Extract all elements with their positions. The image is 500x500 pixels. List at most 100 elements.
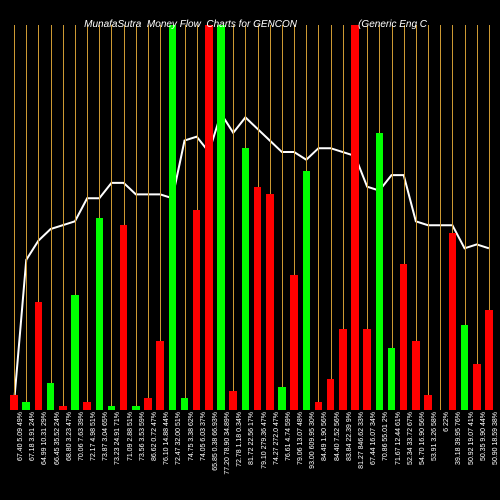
- chart-title: MunafaSutra Money Flow Charts for GENCON…: [0, 8, 500, 41]
- bar: [363, 329, 371, 410]
- gridline: [87, 25, 88, 410]
- bar: [424, 395, 432, 410]
- gridline: [185, 25, 186, 410]
- x-axis-label: 73.23 24.91 71%: [114, 412, 121, 465]
- bar: [144, 398, 152, 410]
- bar: [266, 194, 274, 410]
- x-axis-label: 72.78 1.18 0.34%: [236, 412, 243, 467]
- x-axis-label: 52.34 33.72 67%: [407, 412, 414, 465]
- bar: [10, 395, 18, 410]
- gridline: [440, 25, 441, 410]
- bar: [35, 302, 43, 410]
- bar: [83, 402, 91, 410]
- bar: [229, 391, 237, 410]
- x-axis-label: 76.61 4.74 59%: [285, 412, 292, 461]
- x-axis-label: 64.99 10.31 29%: [41, 412, 48, 465]
- x-axis-label: 84.49 1.90 56%: [321, 412, 328, 461]
- x-axis-label: 50.35 9.90 44%: [480, 412, 487, 461]
- x-axis-labels: 67.40 5.09 49% 67.18 3.91 24% 64.99 10.31 …: [8, 412, 495, 497]
- x-axis-label: 67.18 3.91 24%: [29, 412, 36, 461]
- bar: [169, 25, 177, 410]
- gridline: [477, 25, 478, 410]
- title-right: (Generic Eng C: [358, 19, 427, 30]
- bar: [193, 210, 201, 410]
- x-axis-label: 66.45 35.52 24%: [54, 412, 61, 465]
- x-axis-label: 77.20 78.90 34.89%: [224, 412, 231, 475]
- bar: [108, 406, 116, 410]
- x-axis-label: 71.09 2.88 51%: [127, 412, 134, 461]
- x-axis-label: 50.92 19.07 41%: [468, 412, 475, 465]
- gridline: [26, 25, 27, 410]
- bar: [339, 329, 347, 410]
- bar: [376, 133, 384, 410]
- bar: [132, 406, 140, 410]
- bar: [242, 148, 250, 410]
- bar: [205, 25, 213, 410]
- x-axis-label: 74.75 3.38 62%: [188, 412, 195, 461]
- bar: [388, 348, 396, 410]
- money-flow-chart: MunafaSutra Money Flow Charts for GENCON…: [0, 0, 500, 500]
- bar: [449, 233, 457, 410]
- gridline: [63, 25, 64, 410]
- x-axis-label: 67.40 5.09 49%: [17, 412, 24, 461]
- bar: [400, 264, 408, 410]
- x-axis-label: 71.67 12.44 61%: [395, 412, 402, 465]
- bar: [47, 383, 55, 410]
- bar: [473, 364, 481, 410]
- bar: [181, 398, 189, 410]
- bar: [254, 187, 262, 410]
- bar: [59, 406, 67, 410]
- plot-area: [8, 25, 495, 410]
- x-axis-label: 79.10 279.36 47%: [261, 412, 268, 469]
- gridline: [51, 25, 52, 410]
- bar: [290, 275, 298, 410]
- bar: [315, 402, 323, 410]
- x-axis-label: 83.84 22.39 9%: [346, 412, 353, 461]
- gridline: [148, 25, 149, 410]
- x-axis-label: 68.80 3.23 47%: [66, 412, 73, 461]
- x-axis-label: 74.27 272.0 47%: [273, 412, 280, 465]
- title-left: MunafaSutra Money Flow Charts for GENCON: [84, 19, 297, 30]
- bar: [485, 310, 493, 410]
- x-axis-label: 73.56 3.53 59%: [139, 412, 146, 461]
- x-axis-label: 81.27 846.62 33%: [358, 412, 365, 469]
- x-axis-label: 93.00 609.95 30%: [309, 412, 316, 469]
- bar: [412, 341, 420, 410]
- x-axis-label: 70.86 55.01 2%: [382, 412, 389, 461]
- x-axis-label: 72.47 32.00 51%: [175, 412, 182, 465]
- bar: [217, 25, 225, 410]
- x-axis-label: 81.72 22.56 17%: [248, 412, 255, 465]
- bar: [327, 379, 335, 410]
- x-axis-label: 65.85 0.38 66.93%: [212, 412, 219, 471]
- bar: [303, 171, 311, 410]
- bar: [351, 25, 359, 410]
- x-axis-label: 70.06 7.63 39%: [78, 412, 85, 461]
- bar: [278, 387, 286, 410]
- x-axis-label: 53.91 3.26 58%: [431, 412, 438, 461]
- gridline: [318, 25, 319, 410]
- bar: [22, 402, 30, 410]
- x-axis-label: 74.05 6.03 37%: [200, 412, 207, 461]
- gridline: [233, 25, 234, 410]
- bar: [461, 325, 469, 410]
- x-axis-label: 86.62 0.72 47%: [151, 412, 158, 461]
- bar: [96, 218, 104, 411]
- gridline: [428, 25, 429, 410]
- bar: [120, 225, 128, 410]
- gridline: [282, 25, 283, 410]
- x-axis-label: 72.17 4.98 51%: [90, 412, 97, 461]
- x-axis-label: 73.87 3.04 65%: [102, 412, 109, 461]
- bar: [71, 295, 79, 411]
- x-axis-label: 54.70 16.90 56%: [419, 412, 426, 465]
- x-axis-label: 39.18 39.95 76%: [455, 412, 462, 465]
- x-axis-label: 6 22%: [443, 412, 450, 432]
- x-axis-label: 67.44 16.07 34%: [370, 412, 377, 465]
- gridline: [331, 25, 332, 410]
- x-axis-label: 84.40 7.52 56%: [334, 412, 341, 461]
- x-axis-label: 79.06 13.07 48%: [297, 412, 304, 465]
- line-chart-overlay: [8, 25, 495, 410]
- gridline: [136, 25, 137, 410]
- bar: [156, 341, 164, 410]
- x-axis-label: 50.90 18.59 38%: [492, 412, 499, 465]
- gridline: [14, 25, 15, 410]
